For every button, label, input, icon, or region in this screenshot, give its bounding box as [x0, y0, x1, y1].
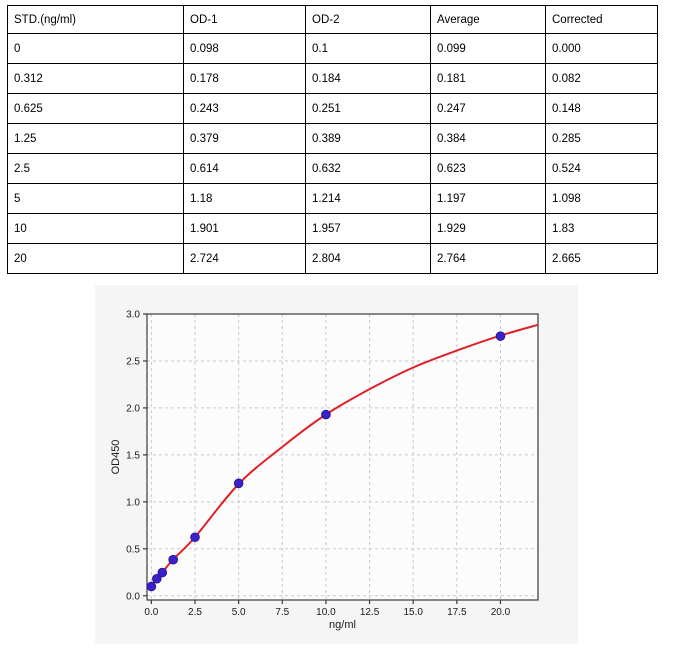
standard-curve-chart: 0.0 2.5 5.0 7.5 10.0 12.5 15.0 17.5 20.0 0.0 0.5 1.…: [126, 310, 539, 618]
table-cell: 0.1: [305, 33, 431, 64]
table-cell: 0.285: [545, 123, 658, 154]
standards-table-body: 0 0.098 0.1 0.099 0.000 0.312 0.178 0.184 0.181 0…: [7, 33, 658, 274]
table-cell: 1.25: [7, 123, 184, 154]
table-cell: 2.724: [183, 243, 306, 274]
table-cell: 1.83: [545, 213, 658, 244]
table-cell: 0: [7, 33, 184, 64]
data-point: [190, 532, 200, 543]
x-axis-label: ng/ml: [329, 619, 356, 631]
table-cell: 1.929: [430, 213, 546, 244]
table-cell: 1.214: [305, 183, 431, 214]
table-cell: 2.665: [545, 243, 658, 274]
x-tick-label: 2.5: [188, 607, 202, 618]
y-axis-label: OD450: [110, 439, 122, 475]
y-tick-label: 0.5: [126, 544, 140, 555]
table-cell: 0.614: [183, 153, 306, 184]
table-cell: 0.082: [545, 63, 658, 94]
data-point: [152, 573, 162, 584]
y-tick-label: 1.0: [126, 497, 140, 508]
column-header-average: Average: [430, 5, 546, 34]
data-point: [168, 554, 178, 565]
y-tick-label: 1.5: [126, 450, 140, 461]
data-point: [321, 409, 331, 420]
table-cell: 10: [7, 213, 184, 244]
table-cell: 0.178: [183, 63, 306, 94]
table-cell: 1.957: [305, 213, 431, 244]
table-row: 0.312 0.178 0.184 0.181 0.082: [7, 63, 658, 94]
table-cell: 20: [7, 243, 184, 274]
table-row: 5 1.18 1.214 1.197 1.098: [7, 183, 658, 214]
x-tick-label: 17.5: [447, 607, 467, 618]
table-cell: 0.000: [545, 33, 658, 64]
table-cell: 1.18: [183, 183, 306, 214]
table-cell: 0.312: [7, 63, 184, 94]
y-tick-label: 2.5: [126, 356, 140, 367]
axes-spines: [146, 313, 539, 601]
x-tick-label: 5.0: [232, 607, 246, 618]
table-cell: 2.764: [430, 243, 546, 274]
table-cell: 0.247: [430, 93, 546, 124]
x-tick-label: 7.5: [275, 607, 289, 618]
table-cell: 0.098: [183, 33, 306, 64]
table-cell: 0.524: [545, 153, 658, 184]
data-point: [157, 567, 168, 578]
table-row: 0 0.098 0.1 0.099 0.000: [7, 33, 658, 64]
table-cell: 0.184: [305, 63, 431, 94]
table-cell: 0.181: [430, 63, 546, 94]
column-header-od1: OD-1: [183, 5, 306, 34]
table-cell: 0.389: [305, 123, 431, 154]
table-cell: 1.098: [545, 183, 658, 214]
y-tick-label: 0.0: [126, 591, 140, 602]
table-cell: 0.625: [7, 93, 184, 124]
table-cell: 0.623: [430, 153, 546, 184]
table-cell: 0.099: [430, 33, 546, 64]
table-header-row: STD.(ng/ml) OD-1 OD-2 Average Corrected: [7, 5, 658, 34]
x-tick-label: 20.0: [491, 607, 511, 618]
table-cell: 2.5: [7, 153, 184, 184]
table-cell: 0.632: [305, 153, 431, 184]
column-header-std: STD.(ng/ml): [7, 5, 184, 34]
table-cell: 0.384: [430, 123, 546, 154]
data-point: [146, 581, 157, 592]
table-cell: 0.251: [305, 93, 431, 124]
table-row: 20 2.724 2.804 2.764 2.665: [7, 243, 658, 274]
standards-table: STD.(ng/ml) OD-1 OD-2 Average Corrected …: [7, 5, 658, 274]
table-cell: 2.804: [305, 243, 431, 274]
x-tick-label: 10.0: [316, 607, 336, 618]
x-tick-label: 0.0: [144, 607, 158, 618]
plot-area: [147, 314, 538, 600]
table-cell: 1.901: [183, 213, 306, 244]
standard-curve-figure: 0.0 2.5 5.0 7.5 10.0 12.5 15.0 17.5 20.0 0.0 0.5 1.…: [95, 285, 578, 644]
table-row: 2.5 0.614 0.632 0.623 0.524: [7, 153, 658, 184]
x-tick-label: 15.0: [403, 607, 423, 618]
table-row: 0.625 0.243 0.251 0.247 0.148: [7, 93, 658, 124]
data-point: [233, 478, 244, 489]
x-tick-label: 12.5: [360, 607, 380, 618]
table-cell: 5: [7, 183, 184, 214]
y-tick-label: 2.0: [126, 403, 140, 414]
table-cell: 0.243: [183, 93, 306, 124]
table-cell: 1.197: [430, 183, 546, 214]
data-point: [495, 331, 506, 341]
table-row: 1.25 0.379 0.389 0.384 0.285: [7, 123, 658, 154]
column-header-corrected: Corrected: [545, 5, 658, 34]
y-tick-label: 3.0: [126, 310, 140, 321]
table-row: 10 1.901 1.957 1.929 1.83: [7, 213, 658, 244]
column-header-od2: OD-2: [305, 5, 431, 34]
table-cell: 0.148: [545, 93, 658, 124]
table-cell: 0.379: [183, 123, 306, 154]
standards-table-header: STD.(ng/ml) OD-1 OD-2 Average Corrected: [7, 5, 658, 34]
